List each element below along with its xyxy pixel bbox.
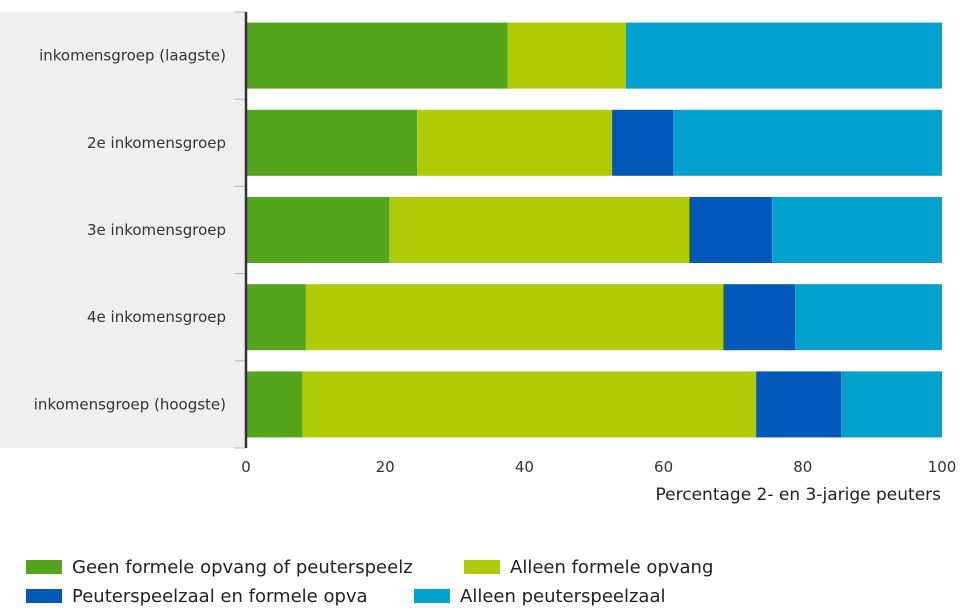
bar-segment <box>756 371 842 438</box>
bar-segment <box>689 197 773 263</box>
bar-segment <box>246 109 418 176</box>
bar-segment <box>246 284 306 351</box>
bar-segment <box>507 22 627 89</box>
category-label-panel <box>0 12 246 448</box>
x-tick-label: 60 <box>654 458 673 476</box>
bar-segment <box>795 284 942 351</box>
x-tick-label: 100 <box>928 458 957 476</box>
bar-segment <box>246 197 390 263</box>
axes: 0 20 40 60 80 100 <box>234 11 957 476</box>
legend-label: Peuterspeelzaal en formele opva <box>72 586 368 607</box>
legend-swatch <box>26 560 62 574</box>
category-label: inkomensgroep (hoogste) <box>34 395 226 413</box>
bars-layer <box>246 22 942 438</box>
category-label: inkomensgroep (laagste) <box>39 47 226 65</box>
category-label: 4e inkomensgroep <box>87 308 226 326</box>
x-axis-title: Percentage 2- en 3-jarige peuters <box>656 485 942 505</box>
bar-segment <box>389 197 690 263</box>
legend-label: Geen formele opvang of peuterspeelz <box>72 557 413 578</box>
bar-segment <box>673 109 942 176</box>
legend-swatch <box>414 589 450 603</box>
category-label: 2e inkomensgroep <box>87 134 226 152</box>
bar-segment <box>417 109 613 176</box>
bar-segment <box>305 284 724 351</box>
bar-segment <box>612 109 674 176</box>
x-tick-label: 0 <box>241 458 251 476</box>
bar-segment <box>772 197 942 263</box>
bar-segment <box>723 284 796 351</box>
category-label: 3e inkomensgroep <box>87 221 226 239</box>
bar-segment <box>841 371 942 438</box>
category-labels: inkomensgroep (laagste) 2e inkomensgroep 3… <box>34 47 226 414</box>
x-tick-label: 20 <box>376 458 395 476</box>
legend-label: Alleen formele opvang <box>510 557 713 578</box>
bar-segment <box>246 371 303 438</box>
bar-segment <box>246 22 508 89</box>
legend: Geen formele opvang of peuterspeelz Allee… <box>26 557 713 607</box>
bar-segment <box>302 371 757 438</box>
legend-swatch <box>26 589 62 603</box>
x-tick-label: 80 <box>793 458 812 476</box>
legend-label: Alleen peuterspeelzaal <box>460 586 666 607</box>
legend-swatch <box>464 560 500 574</box>
x-tick-label: 40 <box>515 458 534 476</box>
bar-segment <box>626 22 942 89</box>
